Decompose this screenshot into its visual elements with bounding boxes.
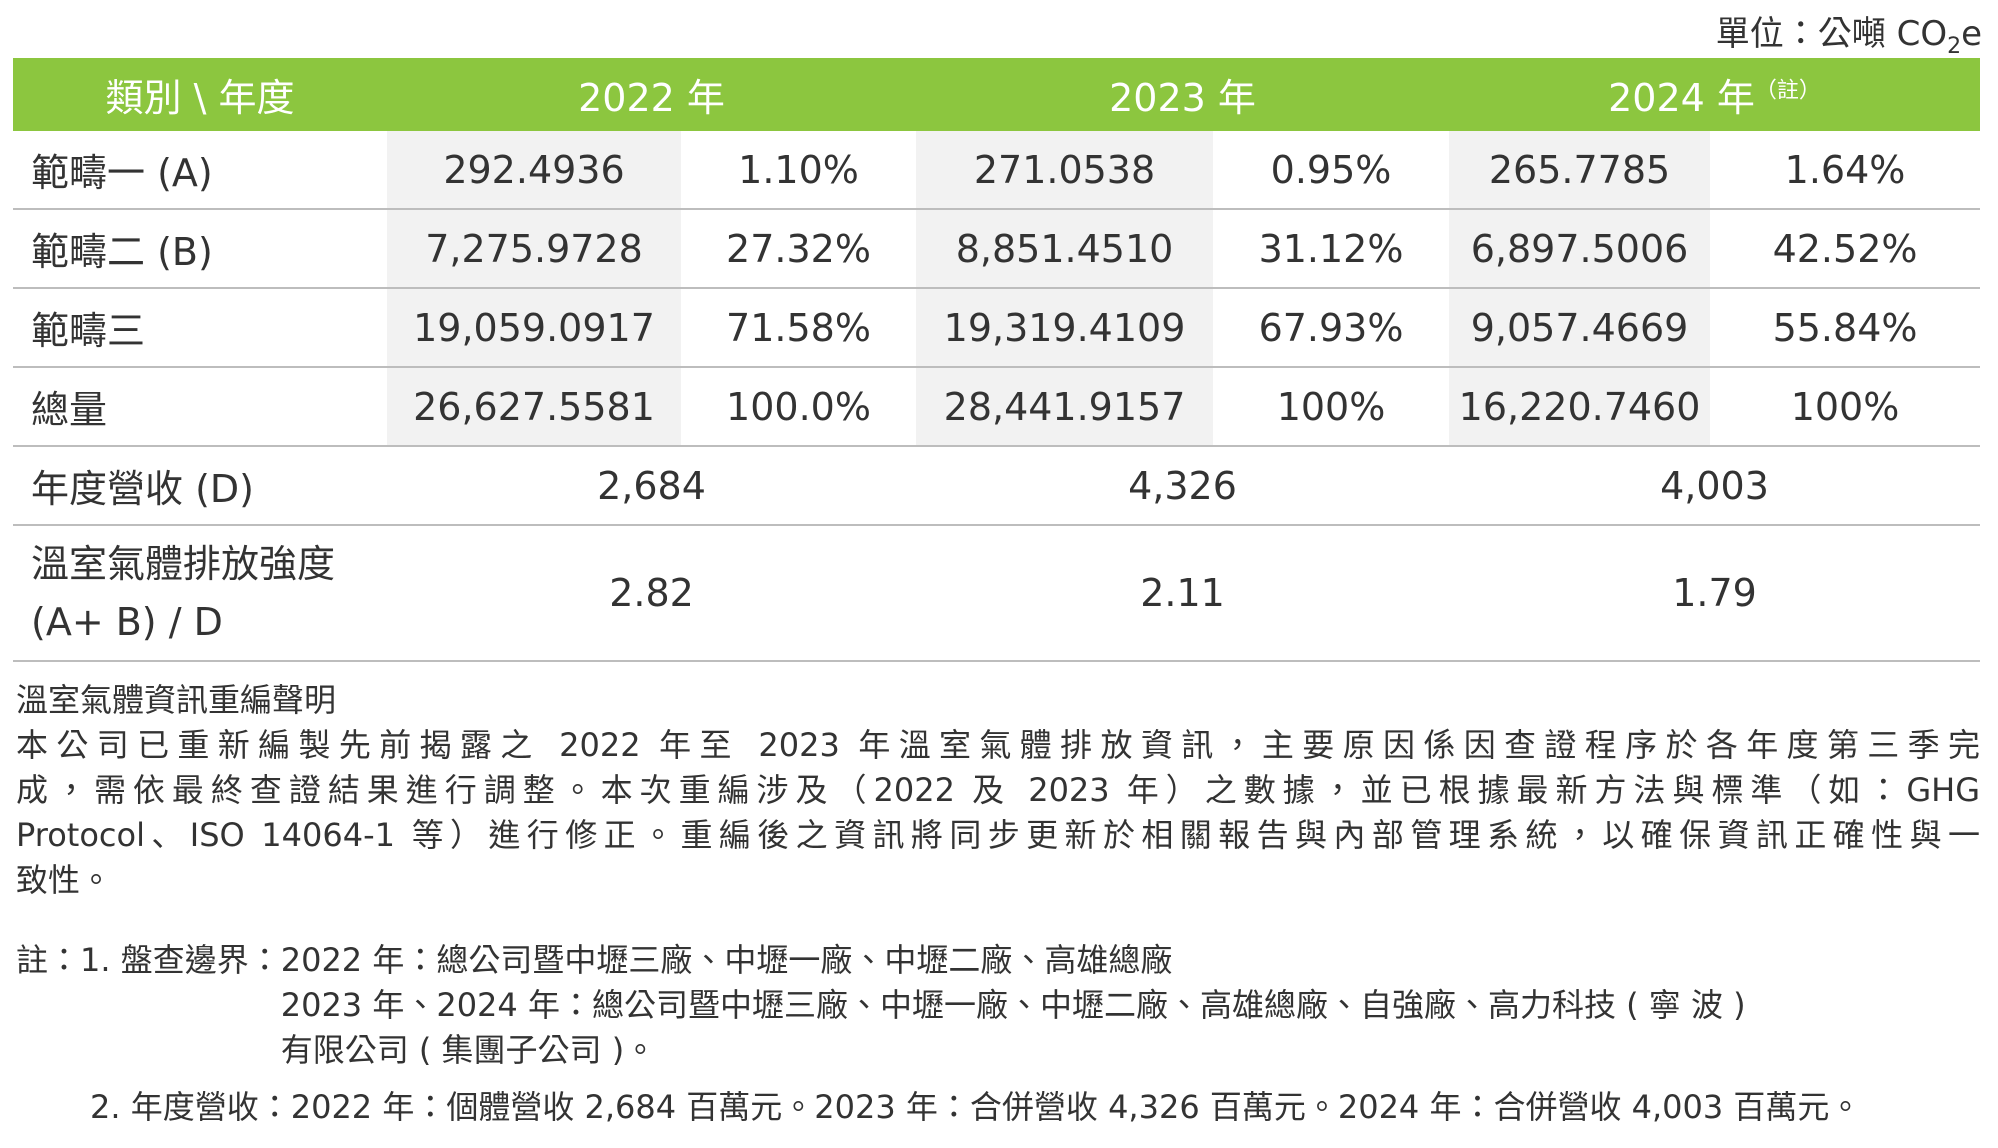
cell: 9,057.4669: [1449, 288, 1711, 368]
cell: 4,003: [1449, 446, 1981, 526]
header-year-text: 2024 年: [1608, 76, 1755, 120]
cell: 8,851.4510: [916, 209, 1214, 289]
note-mark: （註）: [1754, 78, 1821, 104]
cell: 19,319.4109: [916, 288, 1214, 368]
cell: 100%: [1213, 367, 1450, 447]
cell: 1.79: [1449, 525, 1981, 662]
intensity-row: 溫室氣體排放強度 (A+ B) / D 2.82 2.11 1.79: [13, 525, 1981, 662]
cell: 292.4936: [387, 131, 681, 210]
row-label: 總量: [13, 367, 387, 447]
unit-text: 單位：公噸 CO: [1715, 14, 1948, 54]
table-row: 範疇三 19,059.0917 71.58% 19,319.4109 67.93% 9,0…: [13, 288, 1981, 368]
header-year: 2023 年: [916, 58, 1450, 131]
unit: 單位：公噸 CO2e: [1716, 6, 1982, 59]
note-line: 有限公司 ( 集團子公司 )。: [280, 1031, 657, 1069]
row-label: 年度營收 (D): [13, 446, 387, 526]
note-line: 2022 年：總公司暨中壢三廠、中壢一廠、中壢二廠、高雄總廠: [280, 941, 1173, 979]
statement-line: 致性。: [16, 861, 113, 899]
row-label: 範疇一 (A): [13, 131, 387, 210]
cell: 4,326: [916, 446, 1450, 526]
unit-sub: 2: [1947, 33, 1962, 59]
cell: 42.52%: [1710, 209, 1981, 289]
note-line: 2022 年：個體營收 2,684 百萬元。2023 年：合併營收 4,326 …: [290, 1088, 1862, 1126]
note-body: 2022 年：總公司暨中壢三廠、中壢一廠、中壢二廠、高雄總廠 2023 年、202…: [281, 938, 1746, 1073]
statement: 溫室氣體資訊重編聲明 本公司已重新編製先前揭露之 2022 年至 2023 年溫…: [16, 678, 1980, 903]
cell: 2.82: [387, 525, 917, 662]
row-label: 溫室氣體排放強度 (A+ B) / D: [13, 525, 387, 662]
note: 註：1. 盤查邊界： 2022 年：總公司暨中壢三廠、中壢一廠、中壢二廠、高雄總廠…: [16, 938, 1980, 1073]
cell: 271.0538: [916, 131, 1214, 210]
row-label: 範疇三: [13, 288, 387, 368]
statement-line: Protocol、ISO 14064-1 等）進行修正。重編後之資訊將同步更新於…: [16, 816, 1980, 854]
statement-line: 本公司已重新編製先前揭露之 2022 年至 2023 年溫室氣體排放資訊，主要原…: [16, 726, 1980, 764]
cell: 100.0%: [681, 367, 917, 447]
cell: 100%: [1710, 367, 1981, 447]
cell: 27.32%: [681, 209, 917, 289]
cell: 67.93%: [1213, 288, 1450, 368]
note-label: 註：1. 盤查邊界：: [16, 941, 281, 979]
note: 2. 年度營收： 2022 年：個體營收 2,684 百萬元。2023 年：合併營…: [16, 1085, 1980, 1130]
cell: 28,441.9157: [916, 367, 1214, 447]
cell: 55.84%: [1710, 288, 1981, 368]
table-row: 範疇一 (A) 292.4936 1.10% 271.0538 0.95% 265.778…: [13, 131, 1981, 210]
cell: 2.11: [916, 525, 1450, 662]
cell: 2,684: [387, 446, 917, 526]
cell: 6,897.5006: [1449, 209, 1711, 289]
statement-line: 成，需依最終查證結果進行調整。本次重編涉及（2022 及 2023 年）之數據，…: [16, 771, 1980, 809]
label-line: 溫室氣體排放強度: [31, 542, 336, 586]
cell: 1.64%: [1710, 131, 1981, 210]
header-year: 2022 年: [387, 58, 917, 131]
notes: 註：1. 盤查邊界： 2022 年：總公司暨中壢三廠、中壢一廠、中壢二廠、高雄總廠…: [16, 938, 1980, 1130]
row-label: 範疇二 (B): [13, 209, 387, 289]
note-label: 2. 年度營收：: [90, 1088, 291, 1126]
cell: 31.12%: [1213, 209, 1450, 289]
cell: 1.10%: [681, 131, 917, 210]
emissions-table: 類別 \ 年度 2022 年 2023 年 2024 年（註） 範疇一 (A) 2…: [13, 58, 1981, 662]
note-line: 2023 年、2024 年：總公司暨中壢三廠、中壢一廠、中壢二廠、高雄總廠、自強…: [280, 986, 1746, 1024]
cell: 71.58%: [681, 288, 917, 368]
table-row: 範疇二 (B) 7,275.9728 27.32% 8,851.4510 31.12% 6…: [13, 209, 1981, 289]
header-row: 類別 \ 年度 2022 年 2023 年 2024 年（註）: [13, 58, 1981, 131]
cell: 0.95%: [1213, 131, 1450, 210]
cell: 19,059.0917: [387, 288, 681, 368]
cell: 16,220.7460: [1449, 367, 1711, 447]
revenue-row: 年度營收 (D) 2,684 4,326 4,003: [13, 446, 1981, 526]
note-body: 2022 年：個體營收 2,684 百萬元。2023 年：合併營收 4,326 …: [291, 1085, 1862, 1130]
table-row: 總量 26,627.5581 100.0% 28,441.9157 100% 16,220…: [13, 367, 1981, 447]
unit-tail: e: [1961, 14, 1982, 54]
header-label: 類別 \ 年度: [13, 58, 387, 131]
cell: 26,627.5581: [387, 367, 681, 447]
label-line: (A+ B) / D: [31, 600, 223, 644]
statement-title: 溫室氣體資訊重編聲明: [16, 681, 337, 719]
cell: 265.7785: [1449, 131, 1711, 210]
cell: 7,275.9728: [387, 209, 681, 289]
header-year: 2024 年（註）: [1449, 58, 1981, 131]
